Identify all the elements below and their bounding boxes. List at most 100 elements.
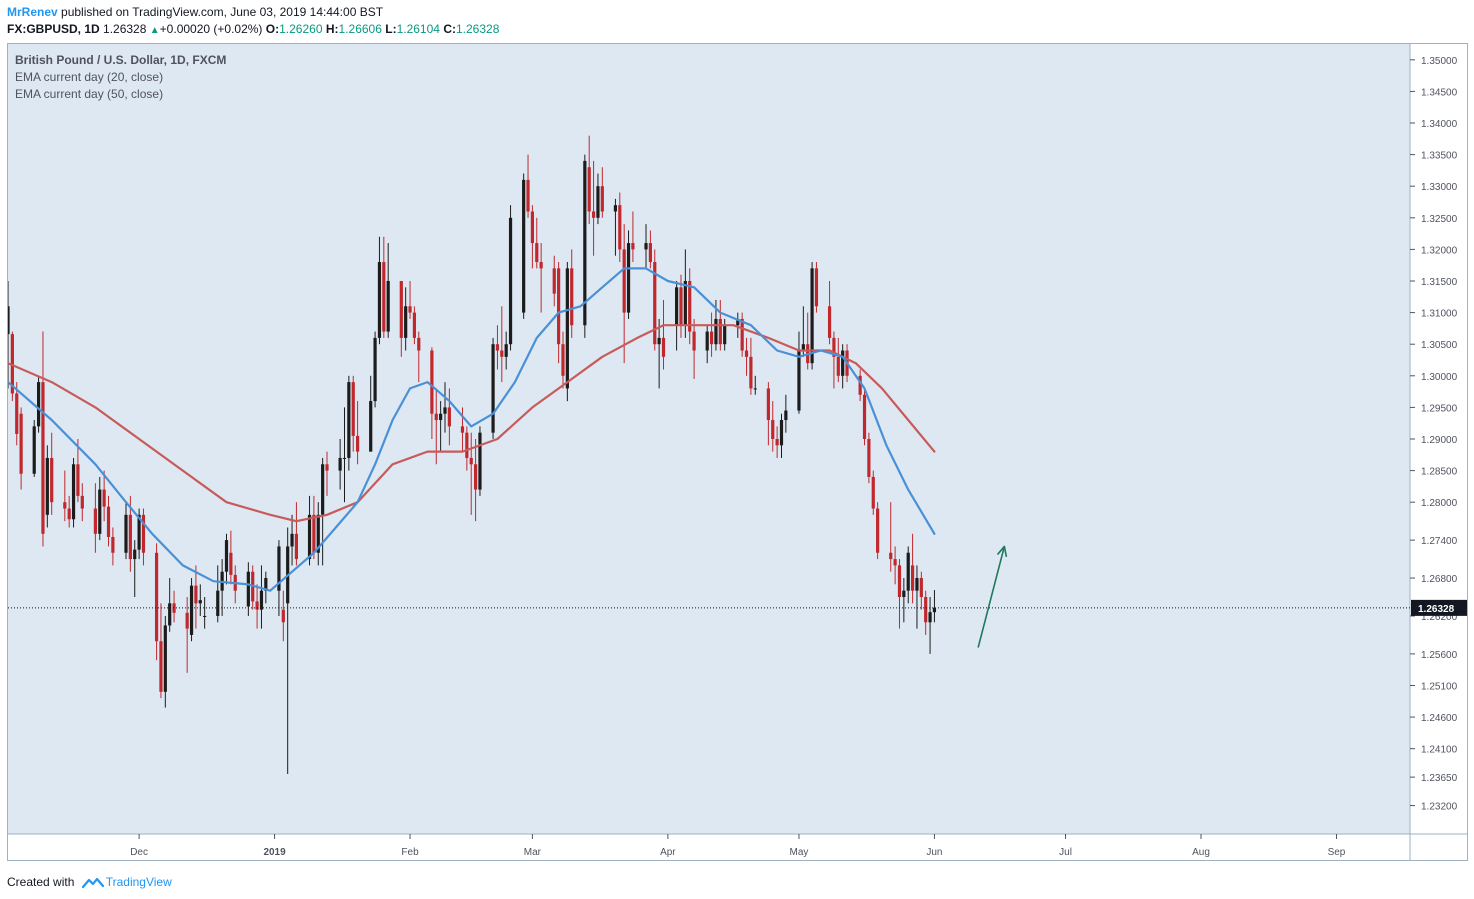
up-arrow-icon: ▲ (149, 25, 160, 36)
time-tick-label: Dec (130, 847, 148, 858)
bear-candle-body (172, 603, 176, 613)
chart-legend: British Pound / U.S. Dollar, 1D, FXCM EM… (15, 52, 226, 103)
bull-candle-body (321, 464, 325, 515)
bear-candle-body (351, 382, 355, 436)
price-tick-label: 1.24100 (1421, 745, 1458, 756)
price-tick-label: 1.27400 (1421, 536, 1458, 547)
bear-candle-body (430, 350, 434, 414)
bull-candle-body (932, 607, 937, 613)
bear-candle-body (709, 331, 714, 345)
bear-candle-body (102, 489, 106, 507)
bear-candle-body (281, 609, 285, 623)
bear-candle-body (871, 476, 875, 509)
bull-candle-body (45, 457, 49, 515)
quote-line: FX:GBPUSD, 1D 1.26328 ▲+0.00020 (+0.02%)… (7, 21, 499, 39)
bull-candle-body (508, 217, 513, 345)
bear-candle-body (154, 552, 159, 642)
bull-candle-body (377, 262, 382, 338)
bull-candle-body (714, 318, 718, 345)
bear-candle-body (718, 318, 722, 345)
bear-candle-body (76, 464, 80, 496)
price-tick-label: 1.32000 (1421, 245, 1458, 256)
bull-candle-body (246, 571, 250, 607)
tradingview-brand[interactable]: TradingView (105, 875, 172, 889)
price-tick-label: 1.26200 (1421, 612, 1458, 623)
bear-candle-body (356, 435, 360, 452)
close-label: C: (443, 22, 456, 36)
bull-candle-body (736, 318, 740, 326)
bear-candle-body (858, 375, 862, 395)
bear-candle-body (185, 612, 189, 629)
annotation-arrow-line (977, 546, 1006, 648)
ema20-line (8, 267, 936, 592)
bear-candle-body (749, 356, 753, 389)
bear-candle-body (67, 508, 71, 520)
time-tick-label: Sep (1328, 847, 1346, 858)
price-tick-label: 1.31500 (1421, 277, 1458, 288)
bull-candle-body (259, 590, 264, 610)
last-price-tag-label: 1.26328 (1418, 604, 1455, 615)
bear-candle-body (661, 337, 666, 357)
high-label: H: (325, 22, 339, 36)
legend-ema50[interactable]: EMA current day (50, close) (15, 87, 164, 101)
price-tick-label: 1.29000 (1421, 435, 1458, 446)
time-tick-label: Aug (1192, 847, 1210, 858)
bear-candle-body (10, 334, 14, 394)
price-tick-label: 1.25100 (1421, 681, 1458, 692)
bull-candle-body (216, 590, 220, 616)
bear-candle-body (19, 413, 23, 474)
price-tick-label: 1.34500 (1421, 87, 1458, 98)
bear-candle-body (495, 344, 500, 351)
bear-candle-body (41, 382, 45, 534)
bull-candle-body (801, 344, 805, 351)
bull-candle-body (290, 533, 294, 547)
bull-candle-body (491, 344, 495, 433)
bull-candle-body (784, 410, 788, 421)
bear-candle-body (473, 464, 478, 490)
bull-candle-body (369, 401, 373, 452)
low-label: L: (385, 22, 397, 36)
bull-candle-body (439, 413, 443, 421)
created-with-text: Created with (7, 875, 75, 889)
bear-candle-body (535, 243, 539, 263)
bull-candle-body (583, 160, 587, 326)
author-link[interactable]: MrRenev (7, 5, 58, 19)
bear-candle-body (622, 249, 626, 313)
bull-candle-body (902, 590, 906, 597)
bear-candle-body (294, 533, 299, 560)
bull-candle-body (657, 337, 661, 345)
time-tick-label: Jul (1059, 847, 1072, 858)
open-label: O: (265, 22, 280, 36)
bear-candle-body (80, 495, 84, 509)
bull-candle-body (224, 540, 229, 572)
bear-candle-body (312, 514, 316, 553)
bear-candle-body (631, 243, 635, 250)
bull-candle-body (124, 514, 128, 553)
price-tick-label: 1.35000 (1421, 56, 1458, 67)
bear-candle-body (587, 167, 591, 212)
bear-candle-body (229, 552, 233, 575)
time-tick-label: Feb (401, 847, 419, 858)
price-tick-label: 1.23650 (1421, 773, 1458, 784)
price-tick-label: 1.29500 (1421, 403, 1458, 414)
bear-candle-body (924, 597, 928, 623)
price-tick-label: 1.24600 (1421, 713, 1458, 724)
bull-candle-body (168, 603, 172, 626)
price-change: +0.00020 (+0.02%) (159, 22, 263, 36)
legend-ema20[interactable]: EMA current day (20, close) (15, 70, 164, 84)
bull-candle-body (753, 388, 757, 390)
annotation-arrow-head (997, 545, 1008, 558)
time-tick-label: Mar (524, 847, 542, 858)
time-tick-label: Jun (926, 847, 942, 858)
legend-title: British Pound / U.S. Dollar, 1D, FXCM (15, 53, 227, 67)
bear-candle-body (591, 211, 596, 218)
bull-candle-body (779, 420, 784, 446)
bull-candle-body (163, 625, 167, 692)
bear-candle-body (530, 211, 534, 244)
publish-info: MrRenev published on TradingView.com, Ju… (7, 4, 383, 20)
bear-candle-body (771, 420, 775, 439)
bear-candle-body (827, 306, 832, 338)
bull-candle-body (478, 432, 482, 490)
bull-candle-body (522, 179, 526, 313)
